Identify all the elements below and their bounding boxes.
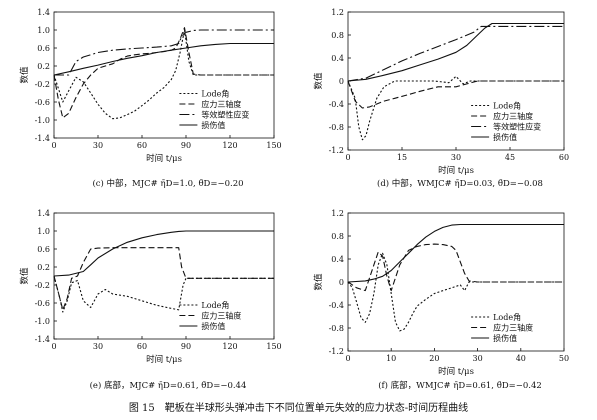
x-tick-label: 30 [93,342,103,351]
x-tick-label: 60 [137,141,147,150]
series-line-3 [53,230,274,277]
y-tick-label: 0.6 [37,44,50,53]
y-tick-label: -1.0 [35,317,50,326]
panel-caption: (d) 中部，WMJC# η̄D=0.03, θ̄D=−0.08 [377,178,543,189]
y-tick-label: -0.8 [329,123,344,132]
legend-label: 损伤值 [493,132,517,142]
x-tick-label: 60 [559,153,569,162]
legend-label: 应力三轴度 [201,311,241,321]
x-tick-label: 10 [386,354,396,363]
legend-label: 等效塑性应变 [201,110,249,120]
chart-panel-1: 0 30 60 90 120 150 -1.4 -1.0 -0.6 -0.2 0.2 0.6 1.0 1.… [19,8,282,189]
y-tick-label: -0.6 [35,299,50,308]
chart-panel-4: 0 10 20 30 40 50 -1.2 -0.8 -0.4 0 0.4 0.8 1.2 时间 t/μs… [313,209,569,391]
x-axis-label: 时间 t/μs [146,153,182,164]
series-line-3 [347,223,564,283]
figure-caption: 图 15 靶板在半球形头弹冲击下不同位置单元失效的应力状态-时间历程曲线 [128,403,469,414]
y-tick-label: -1.2 [329,347,344,356]
y-tick-label: 0.4 [331,255,344,264]
y-tick-label: 0.6 [37,245,50,254]
panel-caption: (f) 底部，WMJC# η̄D=0.61, θ̄D=−0.42 [378,380,542,391]
x-axis-label: 时间 t/μs [438,165,474,176]
legend-label: 等效塑性应变 [493,122,541,132]
series-line-3 [54,29,274,76]
legend-label: Lode角 [201,300,229,310]
panel-caption: (e) 底部，MJC# η̄D=0.61, θ̄D=−0.44 [90,380,247,391]
x-axis-label: 时间 t/μs [438,366,474,377]
series-line-2 [347,243,564,292]
legend-label: Lode角 [493,312,521,322]
y-tick-label: 0.2 [37,62,50,71]
y-tick-label: -0.8 [329,324,344,333]
x-tick-label: 40 [516,354,526,363]
series-line-1 [347,252,564,332]
legend-label: Lode角 [493,101,521,111]
series-line-2 [347,80,564,109]
series-line-4 [53,42,274,76]
y-tick-label: 0 [339,77,344,86]
x-tick-label: 150 [266,141,281,150]
x-tick-label: 30 [451,153,461,162]
y-tick-label: 1.4 [37,209,50,218]
legend-label: Lode角 [201,89,229,99]
series-line-4 [347,22,564,82]
series-line-3 [347,25,564,82]
x-tick-label: 0 [345,354,350,363]
legend-label: 应力三轴度 [493,111,533,121]
series-line-1 [53,275,274,313]
y-tick-label: -0.4 [329,301,344,310]
y-tick-label: 1.2 [331,8,344,17]
y-tick-label: -1.4 [35,134,50,143]
y-axis-label: 数值 [313,273,324,291]
x-tick-label: 20 [429,354,439,363]
y-tick-label: 1.2 [331,209,344,218]
y-tick-label: -1.4 [35,335,50,344]
x-tick-label: 120 [222,342,237,351]
legend-label: 应力三轴度 [201,99,241,109]
x-tick-label: 0 [51,141,56,150]
x-tick-label: 50 [559,354,569,363]
x-tick-label: 0 [51,342,56,351]
y-tick-label: 0.8 [331,232,344,241]
chart-panel-2: 0 15 30 45 60 -1.2 -0.8 -0.4 0 0.4 0.8 1.2 时间 t/μs 数值… [313,8,569,189]
y-tick-label: -0.4 [329,100,344,109]
y-tick-label: 0.2 [37,263,50,272]
x-tick-label: 120 [222,141,237,150]
y-tick-label: 1.0 [37,227,50,236]
x-tick-label: 45 [505,153,515,162]
y-tick-label: -0.2 [35,281,50,290]
y-tick-label: -0.6 [35,98,50,107]
x-tick-label: 60 [137,342,147,351]
y-tick-label: 0 [339,278,344,287]
x-tick-label: 0 [345,153,350,162]
chart-panel-3: 0 30 60 90 120 150 -1.4 -1.0 -0.6 -0.2 0.2 0.6 1.0 1.… [19,209,282,391]
y-tick-label: -0.2 [35,80,50,89]
y-tick-label: 1.0 [37,26,50,35]
x-tick-label: 90 [181,141,191,150]
legend-label: 应力三轴度 [493,323,533,333]
y-axis-label: 数值 [313,72,324,90]
y-tick-label: 1.4 [37,8,50,17]
legend-label: 损伤值 [201,120,225,130]
series-line-2 [53,247,274,311]
x-tick-label: 30 [93,141,103,150]
y-tick-label: 0.4 [331,54,344,63]
y-axis-label: 数值 [19,66,30,84]
y-tick-label: -1.0 [35,116,50,125]
x-tick-label: 150 [266,342,281,351]
x-tick-label: 15 [397,153,407,162]
x-tick-label: 90 [181,342,191,351]
legend-label: 损伤值 [201,321,225,331]
y-tick-label: -1.2 [329,146,344,155]
legend-label: 损伤值 [493,333,517,343]
panel-caption: (c) 中部，MJC# η̄D=1.0, θ̄D=−0.20 [92,178,243,189]
x-axis-label: 时间 t/μs [146,354,182,365]
y-axis-label: 数值 [19,267,30,285]
x-tick-label: 30 [473,354,483,363]
y-tick-label: 0.8 [331,31,344,40]
